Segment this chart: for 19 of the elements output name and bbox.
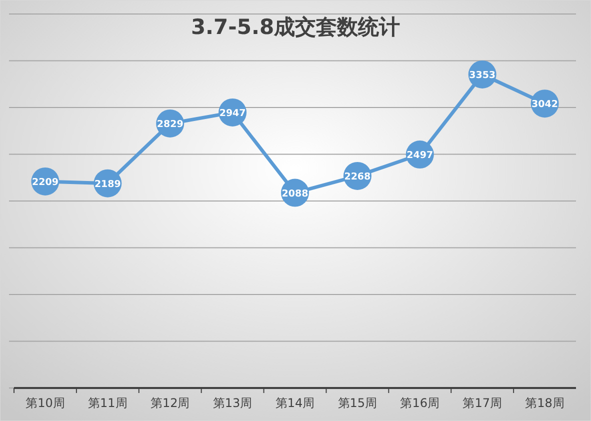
x-tick-label: 第12周 bbox=[150, 396, 190, 410]
chart-title: 3.7-5.8成交套数统计 bbox=[190, 15, 400, 39]
data-label: 3353 bbox=[469, 70, 496, 81]
x-tick-label: 第13周 bbox=[212, 396, 252, 410]
data-label: 2189 bbox=[94, 178, 121, 190]
data-label: 2829 bbox=[156, 118, 184, 130]
data-label: 2947 bbox=[219, 108, 246, 119]
x-tick-label: 第14周 bbox=[275, 396, 315, 410]
x-tick-label: 第17周 bbox=[462, 396, 502, 410]
data-label: 2088 bbox=[282, 188, 309, 200]
data-label: 3042 bbox=[532, 99, 558, 110]
data-label: 2497 bbox=[406, 150, 434, 162]
x-tick-label: 第10周 bbox=[26, 396, 65, 410]
data-label: 2268 bbox=[344, 171, 372, 182]
data-label: 2209 bbox=[32, 176, 58, 188]
x-tick-label: 第16周 bbox=[400, 396, 440, 410]
x-tick-label: 第11周 bbox=[88, 396, 128, 410]
x-tick-label: 第15周 bbox=[338, 396, 378, 410]
x-tick-label: 第18周 bbox=[525, 396, 564, 410]
